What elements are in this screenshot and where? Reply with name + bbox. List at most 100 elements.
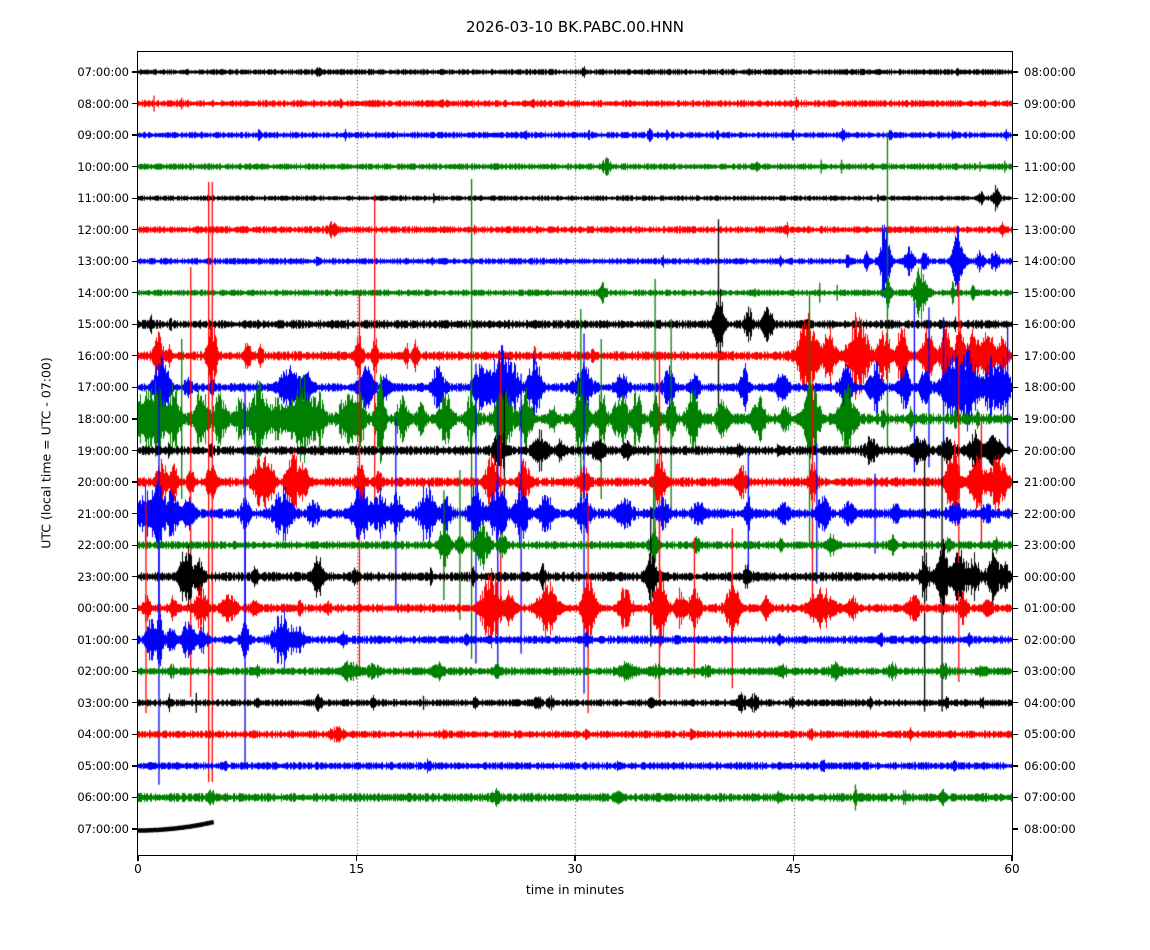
y-tick-mark — [1013, 71, 1018, 73]
left-time-label: 13:00:00 — [77, 254, 129, 269]
right-time-label: 09:00:00 — [1024, 96, 1076, 111]
left-time-label: 21:00:00 — [77, 506, 129, 521]
left-time-label: 22:00:00 — [77, 538, 129, 553]
seismogram-traces-canvas — [138, 52, 1012, 855]
y-tick-mark — [132, 576, 137, 578]
y-tick-mark — [132, 544, 137, 546]
y-tick-mark — [1013, 828, 1018, 830]
y-tick-mark — [132, 481, 137, 483]
y-tick-mark — [1013, 292, 1018, 294]
left-time-label: 20:00:00 — [77, 475, 129, 490]
y-tick-mark — [1013, 229, 1018, 231]
y-tick-mark — [132, 639, 137, 641]
right-time-label: 12:00:00 — [1024, 191, 1076, 206]
plot-title: 2026-03-10 BK.PABC.00.HNN — [465, 18, 685, 36]
left-time-label: 07:00:00 — [77, 65, 129, 79]
right-time-label: 10:00:00 — [1024, 128, 1076, 143]
left-time-label: 23:00:00 — [77, 569, 129, 584]
x-tick-mark — [792, 856, 795, 861]
y-tick-mark — [132, 229, 137, 231]
y-tick-mark — [132, 197, 137, 199]
right-time-label: 18:00:00 — [1024, 380, 1076, 395]
left-time-label: 18:00:00 — [77, 411, 129, 426]
y-tick-mark — [1013, 796, 1018, 799]
left-time-label: 10:00:00 — [77, 159, 129, 174]
x-tick-label: 45 — [785, 862, 802, 876]
right-time-label: 23:00:00 — [1024, 538, 1076, 553]
left-time-label: 14:00:00 — [77, 285, 129, 300]
left-time-label: 09:00:00 — [77, 128, 129, 143]
y-tick-mark — [1013, 449, 1018, 452]
left-time-label: 03:00:00 — [77, 695, 129, 710]
y-tick-mark — [1013, 166, 1018, 168]
y-tick-mark — [1013, 260, 1018, 262]
x-axis-label: time in minutes — [525, 882, 625, 897]
y-tick-mark — [1013, 355, 1018, 357]
right-time-label: 08:00:00 — [1024, 65, 1076, 79]
right-time-label: 01:00:00 — [1024, 601, 1076, 616]
right-time-label: 07:00:00 — [1024, 790, 1076, 805]
y-tick-mark — [132, 102, 137, 105]
y-tick-mark — [132, 323, 137, 325]
left-time-label: 12:00:00 — [77, 222, 129, 237]
left-time-label: 02:00:00 — [77, 664, 129, 679]
y-tick-mark — [1013, 102, 1018, 105]
y-tick-mark — [132, 796, 137, 799]
y-tick-mark — [132, 71, 137, 73]
y-tick-mark — [132, 386, 137, 388]
y-tick-mark — [1013, 670, 1018, 672]
y-tick-mark — [1013, 481, 1018, 483]
y-tick-mark — [132, 292, 137, 294]
y-tick-mark — [1013, 544, 1018, 546]
x-tick-mark — [355, 856, 358, 861]
y-tick-mark — [132, 166, 137, 168]
right-time-label: 20:00:00 — [1024, 443, 1076, 458]
y-tick-mark — [132, 449, 137, 452]
y-tick-mark — [132, 670, 137, 672]
x-tick-mark — [574, 856, 576, 861]
left-time-label: 05:00:00 — [77, 758, 129, 773]
y-tick-mark — [132, 765, 137, 767]
y-tick-mark — [132, 828, 137, 830]
y-tick-mark — [1013, 418, 1018, 420]
right-time-label: 03:00:00 — [1024, 664, 1076, 679]
right-time-label: 04:00:00 — [1024, 695, 1076, 710]
y-tick-mark — [1013, 134, 1018, 136]
left-time-label: 04:00:00 — [77, 727, 129, 742]
left-time-label: 11:00:00 — [77, 191, 129, 206]
left-time-label: 16:00:00 — [77, 348, 129, 363]
x-tick-mark — [137, 856, 139, 861]
right-time-label: 14:00:00 — [1024, 254, 1076, 269]
y-tick-mark — [1013, 576, 1018, 578]
x-tick-label: 60 — [1004, 862, 1020, 876]
y-tick-mark — [132, 260, 137, 262]
y-tick-mark — [132, 134, 137, 136]
right-time-label: 02:00:00 — [1024, 632, 1076, 647]
y-tick-mark — [132, 355, 137, 357]
right-time-label: 13:00:00 — [1024, 222, 1076, 237]
y-tick-mark — [1013, 197, 1018, 199]
y-tick-mark — [1013, 323, 1018, 325]
left-time-label: 01:00:00 — [77, 632, 129, 647]
y-tick-mark — [1013, 733, 1018, 735]
left-time-label: 17:00:00 — [77, 380, 129, 395]
x-tick-mark — [1011, 856, 1013, 861]
y-tick-mark — [1013, 386, 1018, 388]
left-time-label: 06:00:00 — [77, 790, 129, 805]
y-axis-label: UTC (local time = UTC - 07:00) — [38, 357, 54, 549]
right-time-label: 17:00:00 — [1024, 348, 1076, 363]
y-tick-mark — [1013, 702, 1018, 704]
right-time-label: 08:00:00 — [1024, 822, 1076, 836]
right-time-label: 05:00:00 — [1024, 727, 1076, 742]
y-tick-mark — [132, 512, 137, 515]
y-tick-mark — [132, 702, 137, 704]
right-time-label: 00:00:00 — [1024, 569, 1076, 584]
x-tick-label: 30 — [567, 862, 583, 876]
right-time-label: 19:00:00 — [1024, 411, 1076, 426]
x-tick-label: 15 — [348, 862, 365, 876]
y-tick-mark — [1013, 765, 1018, 767]
right-time-label: 21:00:00 — [1024, 475, 1076, 490]
right-time-label: 15:00:00 — [1024, 285, 1076, 300]
left-time-label: 08:00:00 — [77, 96, 129, 111]
right-time-label: 11:00:00 — [1024, 159, 1076, 174]
